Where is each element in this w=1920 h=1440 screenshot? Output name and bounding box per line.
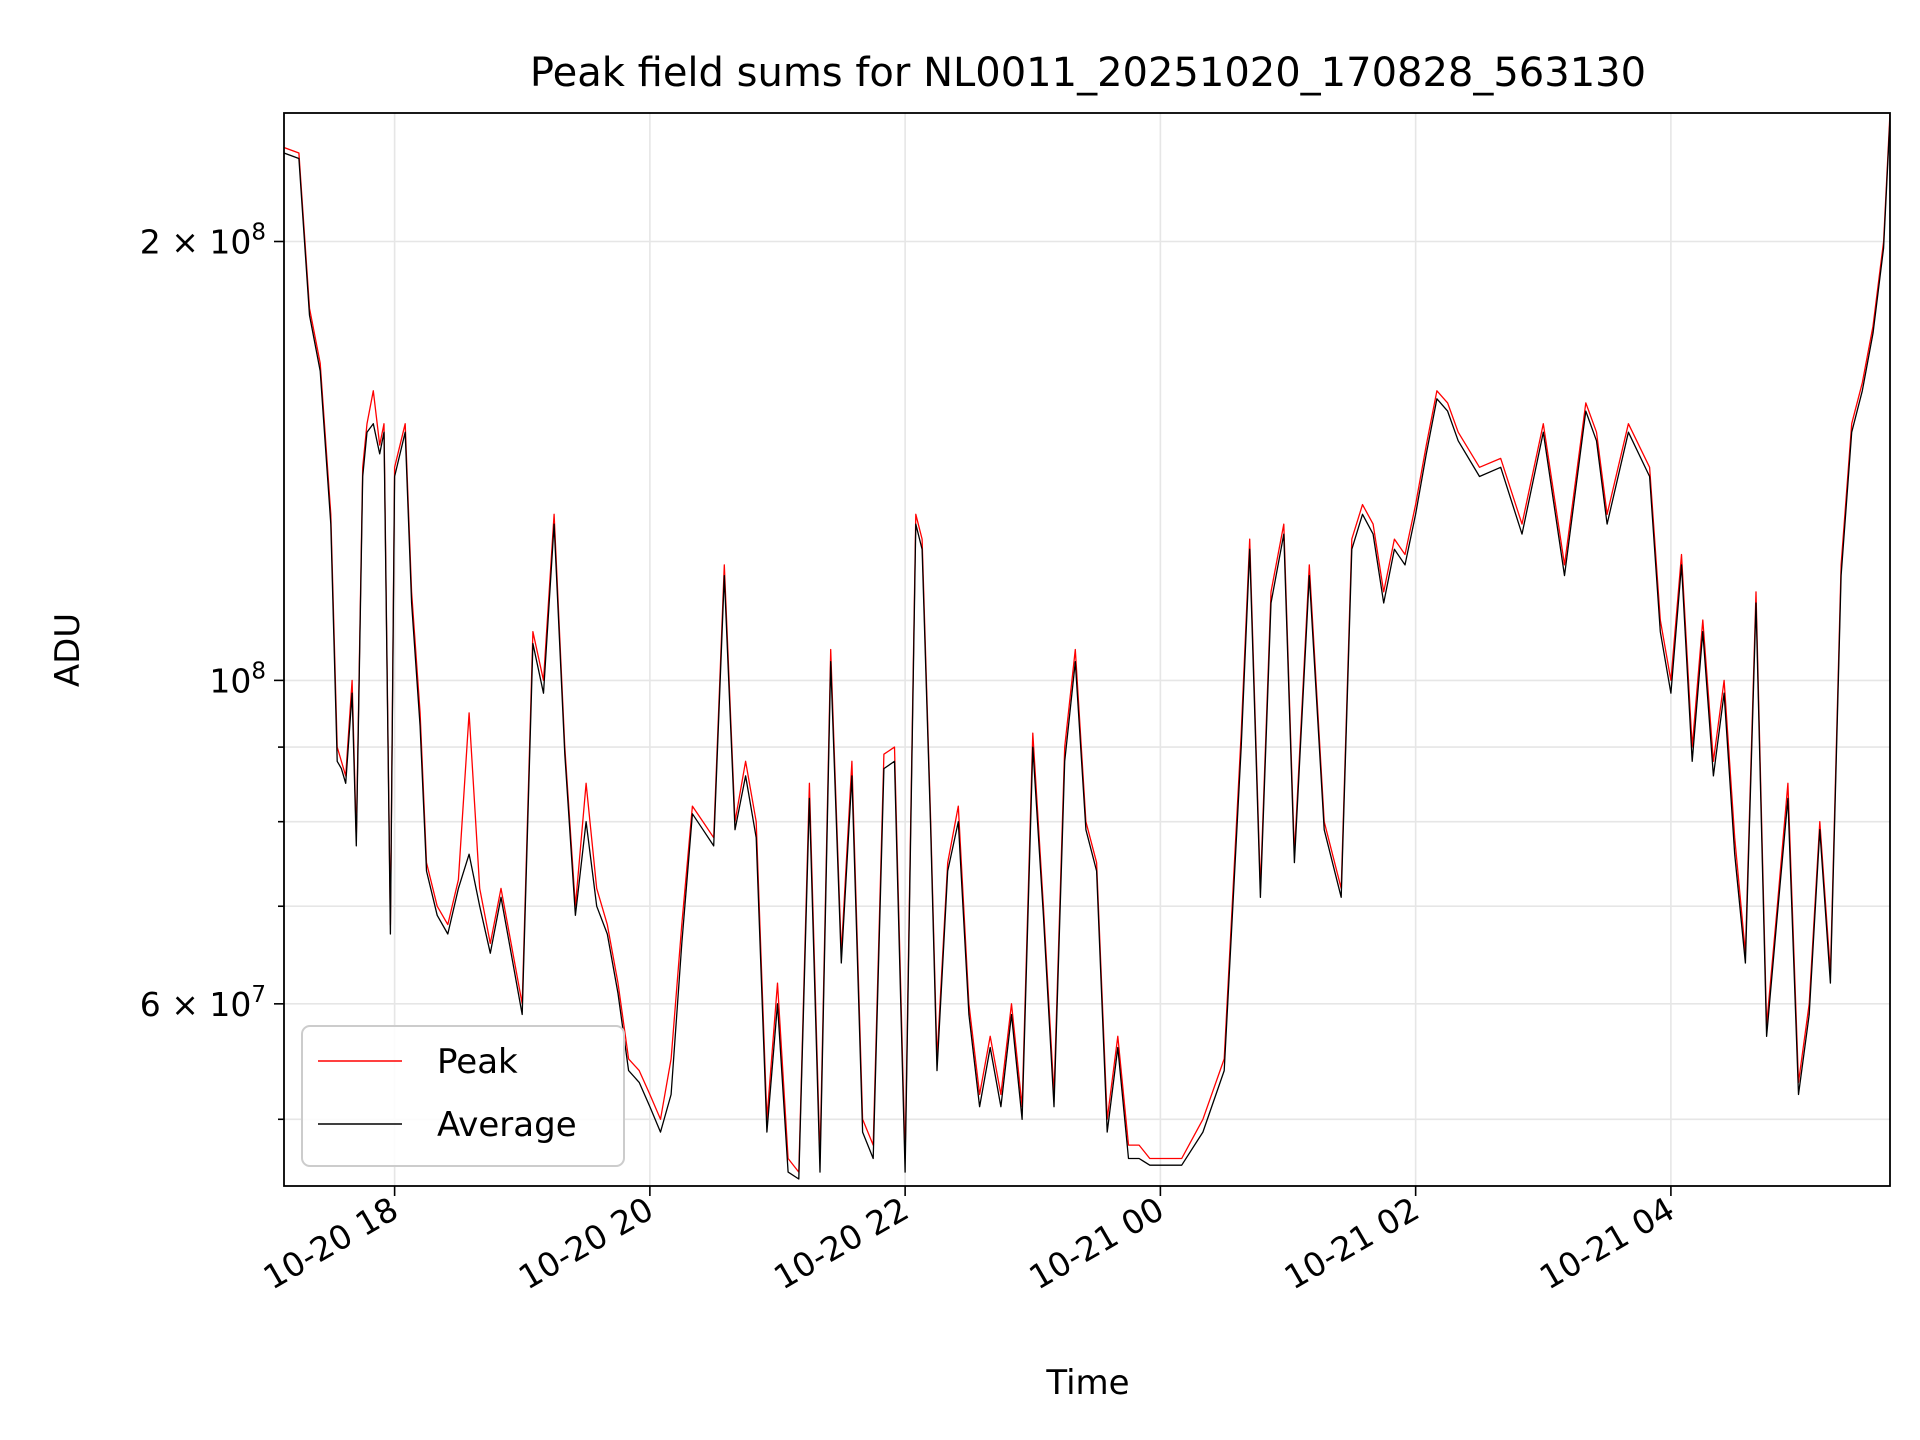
- y-tick-label: 2 × 108: [140, 219, 266, 261]
- plot-frame: [283, 112, 1891, 1187]
- grid: [284, 113, 1890, 1186]
- series-lines: [284, 113, 1890, 1180]
- x-axis-label: Time: [1045, 1363, 1129, 1403]
- legend-peak-label: Peak: [437, 1042, 518, 1082]
- plot-area: [283, 112, 1891, 1187]
- y-axis-label: ADU: [48, 613, 88, 687]
- series-line-average: [284, 118, 1890, 1180]
- series-line-peak: [284, 113, 1890, 1173]
- legend-average-label: Average: [437, 1105, 577, 1145]
- y-tick-label: 6 × 107: [140, 982, 266, 1024]
- legend: Peak Average: [301, 1025, 625, 1167]
- chart-title: Peak field sums for NL0011_20251020_1708…: [530, 50, 1646, 96]
- plot-background: [284, 113, 1890, 1186]
- y-axis: 6 × 107 108 2 × 108: [140, 219, 284, 1121]
- y-tick-label: 108: [209, 658, 266, 700]
